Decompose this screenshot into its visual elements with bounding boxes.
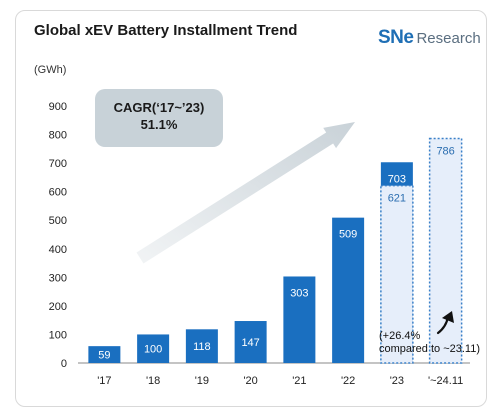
y-tick-label: 200 [49, 301, 67, 313]
cagr-value: 51.1% [140, 117, 178, 132]
logo-word: Research [416, 30, 481, 47]
y-tick-label: 800 [49, 130, 67, 142]
y-tick-label: 500 [49, 215, 67, 227]
x-tick-label: '18 [146, 375, 160, 387]
sne-research-logo: SNe Research [378, 27, 488, 53]
growth-note: (+26.4% compared to ~23.11) [379, 330, 480, 356]
bar [185, 329, 218, 363]
y-tick-label: 600 [49, 187, 67, 199]
x-tick-label: '17 [97, 375, 111, 387]
growth-arrow [136, 122, 355, 264]
x-tick-label: '19 [195, 375, 209, 387]
bar-value-label: 509 [339, 229, 357, 241]
growth-note-line2: compared to ~23.11) [379, 343, 480, 355]
bar [137, 334, 170, 363]
bar-value-label: 147 [241, 337, 259, 349]
x-tick-label: '22 [341, 375, 355, 387]
y-tick-label: 700 [49, 158, 67, 170]
growth-note-line1: (+26.4% [379, 330, 421, 342]
x-tick-label: '21 [292, 375, 306, 387]
chart-title: Global xEV Battery Installment Trend [34, 22, 298, 39]
cagr-box: CAGR(‘17~’23) 51.1% [95, 89, 223, 147]
y-tick-label: 400 [49, 244, 67, 256]
growth-arrow-shape [136, 122, 355, 264]
bar [283, 276, 316, 363]
bar-value-label: 118 [193, 341, 211, 353]
bar [332, 217, 365, 363]
bar-value-label: 786 [436, 146, 454, 158]
comparison-bar-value-label: 621 [388, 193, 406, 205]
x-tick-label: '23 [390, 375, 404, 387]
bar-value-label: 59 [98, 350, 110, 362]
cagr-title: CAGR(‘17~’23) [113, 100, 205, 115]
bar [88, 346, 121, 363]
comparison-bar [380, 184, 414, 364]
x-tick-label: '20 [243, 375, 257, 387]
bar-value-label: 703 [388, 173, 406, 185]
bar-value-label: 100 [144, 344, 162, 356]
bar [234, 321, 267, 363]
x-tick-label: '~24.11 [428, 375, 463, 387]
y-tick-label: 300 [49, 272, 67, 284]
bar-value-label: 303 [290, 287, 308, 299]
logo-mark: SNe [378, 27, 414, 48]
y-tick-label: 0 [61, 358, 67, 370]
bars: 59 100 118 147 303 509 703 786 621 [88, 137, 463, 364]
y-tick-label: 900 [49, 101, 67, 113]
y-tick-label: 100 [49, 329, 67, 341]
y-axis-unit: (GWh) [34, 64, 67, 76]
